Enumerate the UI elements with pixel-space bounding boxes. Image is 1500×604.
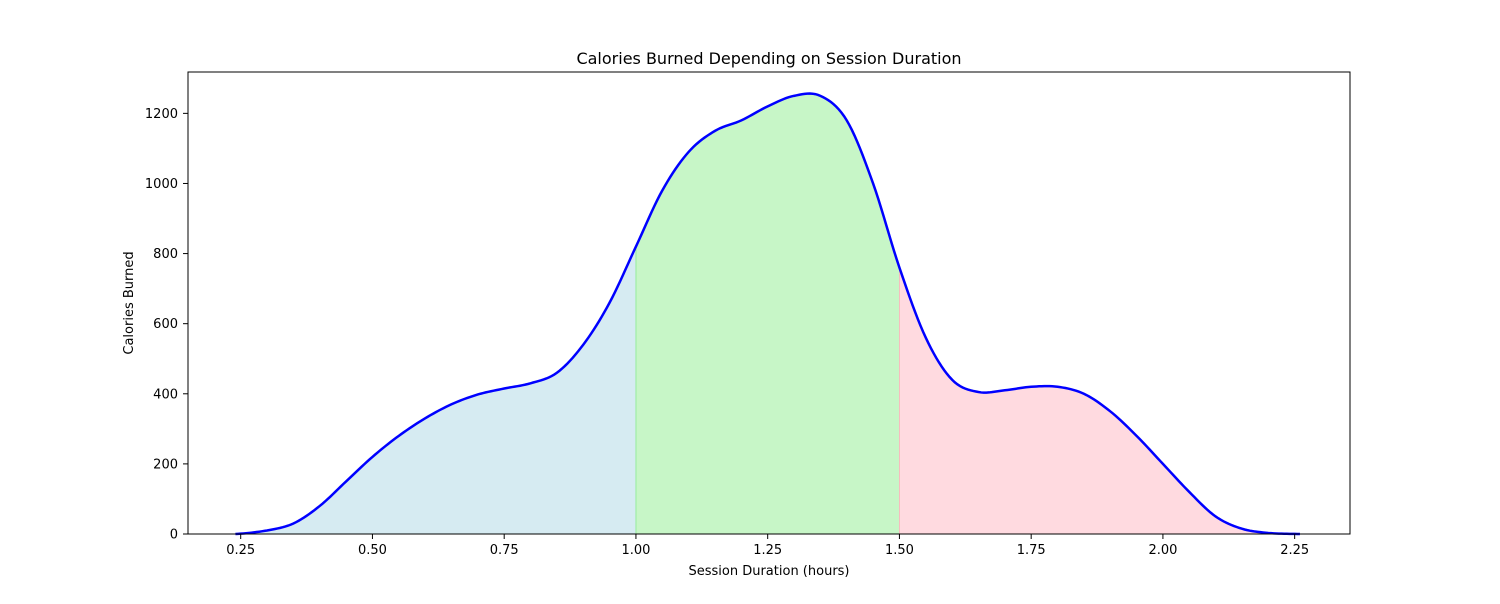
- x-tick-label: 1.75: [1017, 543, 1046, 558]
- y-tick-label: 600: [153, 317, 178, 332]
- plot-frame: [187, 71, 1351, 535]
- y-tick-label: 1000: [145, 177, 178, 192]
- region-fill-high: [899, 267, 1300, 535]
- y-tick-label: 400: [153, 387, 178, 402]
- y-axis-label: Calories Burned: [122, 251, 137, 354]
- region-fill-mid: [635, 93, 900, 535]
- y-axis: 0 200 400 600 800 1000 1200: [145, 107, 188, 543]
- chart-title: Calories Burned Depending on Session Dur…: [576, 49, 961, 68]
- x-tick-label: 1.00: [621, 543, 650, 558]
- x-axis: 0.25 0.50 0.75 1.00 1.25 1.50 1.75 2.00 2.25: [226, 534, 1309, 558]
- y-tick-label: 0: [170, 528, 178, 543]
- series-line: [235, 92, 1300, 536]
- x-tick-label: 0.50: [358, 543, 387, 558]
- x-tick-label: 2.25: [1280, 543, 1309, 558]
- x-tick-label: 2.00: [1148, 543, 1177, 558]
- x-tick-label: 0.75: [490, 543, 519, 558]
- x-tick-label: 1.50: [885, 543, 914, 558]
- x-tick-label: 0.25: [226, 543, 255, 558]
- y-tick-label: 1200: [145, 107, 178, 122]
- series-line-layer: [235, 92, 1300, 536]
- region-fill-low: [235, 246, 637, 535]
- region-fills: [235, 93, 1300, 535]
- x-axis-label: Session Duration (hours): [688, 564, 849, 579]
- y-tick-label: 200: [153, 457, 178, 472]
- x-tick-label: 1.25: [753, 543, 782, 558]
- y-tick-label: 800: [153, 247, 178, 262]
